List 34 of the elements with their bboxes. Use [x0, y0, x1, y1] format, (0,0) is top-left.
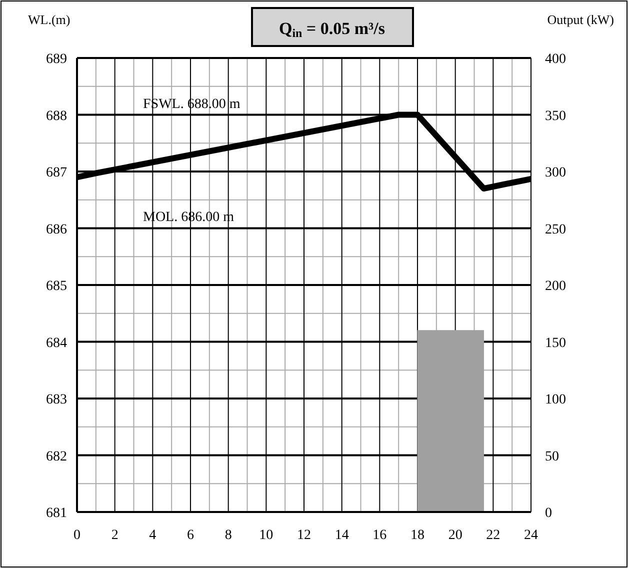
x-tick-label: 16: [372, 528, 387, 543]
chart-title: Q$_{in}$ = 0.05 m³/s: [279, 19, 386, 40]
x-tick-label: 22: [486, 528, 500, 543]
y-tick-label: 684: [46, 336, 67, 351]
x-tick-label: 8: [224, 528, 232, 543]
y-tick-label: 689: [46, 52, 67, 67]
y2-tick-label: 0: [545, 506, 552, 521]
y-tick-label: 682: [46, 449, 67, 464]
y2-tick-label: 350: [545, 108, 566, 124]
x-tick-label: 24: [524, 528, 538, 543]
y2-tick-label: 250: [545, 222, 566, 238]
y2-tick-label: 150: [545, 336, 566, 351]
x-tick-label: 2: [111, 528, 118, 543]
x-tick-label: 0: [74, 528, 80, 543]
x-tick-label: 6: [187, 528, 194, 543]
x-tick-label: 12: [297, 528, 311, 543]
x-tick-label: 20: [448, 528, 462, 543]
y2-tick-label: 100: [545, 392, 566, 408]
y-tick-label: 683: [46, 392, 67, 408]
x-tick-label: 14: [334, 528, 349, 543]
y-axis-title: WL.(m): [28, 12, 70, 27]
y2-axis-title: Output (kW): [547, 12, 614, 27]
x-tick-label: 10: [259, 528, 274, 543]
y-tick-label: 688: [46, 108, 67, 124]
y-tick-label: 686: [46, 222, 67, 238]
y2-tick-label: 400: [545, 52, 566, 67]
x-tick-label: 4: [149, 528, 156, 543]
y2-tick-label: 50: [545, 449, 559, 464]
y2-tick-label: 300: [545, 166, 566, 180]
y-tick-label: 687: [46, 166, 67, 180]
y-tick-label: 685: [46, 279, 67, 294]
y2-tick-label: 200: [545, 279, 566, 294]
y-tick-label: 681: [46, 506, 67, 521]
x-tick-label: 18: [410, 528, 424, 543]
